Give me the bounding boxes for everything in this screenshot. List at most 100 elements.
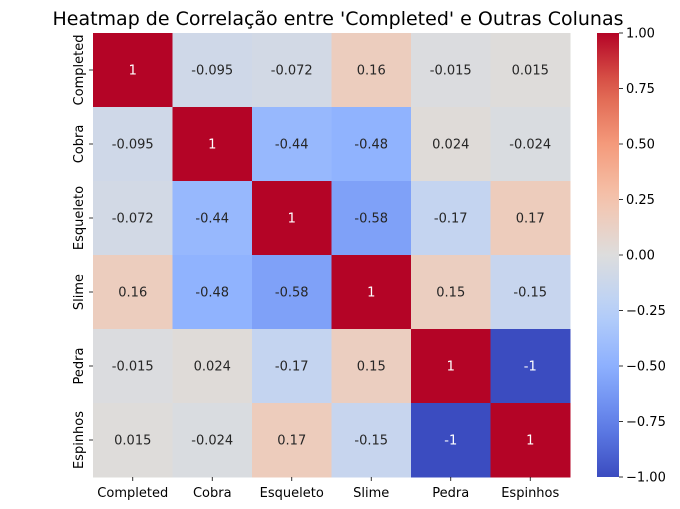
x-tick-label: Cobra (193, 486, 232, 501)
heatmap-cell (252, 181, 332, 256)
cell-annotation: -0.48 (354, 138, 388, 153)
heatmap-cell (490, 181, 571, 256)
cell-annotation: 0.15 (357, 360, 386, 375)
cell-annotation: -1 (524, 360, 537, 375)
heatmap-cell (93, 181, 173, 256)
cell-annotation: -0.17 (434, 212, 468, 227)
heatmap-cell (490, 255, 571, 330)
heatmap-cell (93, 255, 173, 330)
heatmap-cells: 1 -0.095 -0.072 0.16 -0.015 0.015 -0.095 1 -0.44… (93, 33, 571, 478)
colorbar-tick-label: −0.50 (626, 360, 666, 375)
colorbar-tick-label: −0.25 (626, 304, 666, 319)
cell-annotation: -0.024 (191, 434, 233, 449)
colorbar-tick-label: −0.75 (626, 415, 666, 430)
colorbar-tick-label: 0.00 (626, 249, 655, 264)
heatmap-cell (331, 107, 412, 182)
x-axis: Completed Cobra Esqueleto Slime Pedra Espinho… (97, 477, 560, 501)
colorbar-tick-label: 0.50 (626, 138, 655, 153)
cell-annotation: 0.17 (516, 212, 545, 227)
heatmap-cell (252, 403, 332, 478)
colorbar-tick-label: −1.00 (626, 471, 666, 486)
heatmap-cell (411, 329, 491, 404)
cell-annotation: -0.15 (354, 434, 388, 449)
cell-annotation: -0.17 (275, 360, 309, 375)
cell-annotation: 0.024 (432, 138, 469, 153)
cell-annotation: 1 (208, 138, 216, 153)
y-axis: Completed Cobra Esqueleto Slime Pedra Espinho… (72, 35, 93, 469)
cell-annotation: -0.48 (195, 286, 229, 301)
y-tick-label: Esqueleto (72, 186, 87, 250)
heatmap-cell (172, 107, 253, 182)
cell-annotation: -0.44 (195, 212, 229, 227)
cell-annotation: 1 (367, 286, 375, 301)
colorbar-ticks: 1.00 0.75 0.50 0.25 0.00 −0.25 −0.50 −0.75 −1.00 (619, 27, 666, 486)
heatmap-cell (93, 107, 173, 182)
heatmap-cell (252, 33, 332, 108)
x-tick-label: Esqueleto (260, 486, 324, 501)
heatmap-cell (252, 329, 332, 404)
cell-annotation: 0.024 (194, 360, 231, 375)
heatmap-cell (93, 33, 173, 108)
heatmap-cell (331, 33, 412, 108)
heatmap-cell (490, 403, 571, 478)
cell-annotation: 0.015 (114, 434, 151, 449)
cell-annotation: -0.024 (509, 138, 551, 153)
heatmap-cell (172, 33, 253, 108)
colorbar-tick-label: 1.00 (626, 27, 655, 42)
cell-annotation: -0.15 (513, 286, 547, 301)
y-tick-label: Completed (72, 35, 87, 106)
cell-annotation: -0.58 (275, 286, 309, 301)
cell-annotation: 0.16 (118, 286, 147, 301)
cell-annotation: -0.015 (430, 64, 472, 79)
heatmap-cell (490, 33, 571, 108)
heatmap-cell (411, 107, 491, 182)
heatmap-cell (172, 403, 253, 478)
heatmap-cell (411, 403, 491, 478)
y-tick-label: Espinhos (72, 411, 87, 469)
y-tick-label: Pedra (72, 348, 87, 385)
heatmap-cell (331, 329, 412, 404)
cell-annotation: 1 (129, 64, 137, 79)
x-tick-label: Pedra (432, 486, 469, 501)
heatmap-cell (331, 403, 412, 478)
heatmap-cell (93, 403, 173, 478)
colorbar-tick-label: 0.75 (626, 82, 655, 97)
cell-annotation: -0.095 (191, 64, 233, 79)
heatmap-cell (490, 107, 571, 182)
x-tick-label: Slime (353, 486, 389, 501)
heatmap-cell (252, 107, 332, 182)
chart-title: Heatmap de Correlação entre 'Completed' … (52, 8, 623, 30)
heatmap-cell (331, 181, 412, 256)
heatmap-cell (411, 255, 491, 330)
cell-annotation: 1 (288, 212, 296, 227)
heatmap-cell (252, 255, 332, 330)
colorbar-tick-label: 0.25 (626, 193, 655, 208)
cell-annotation: -0.072 (271, 64, 313, 79)
cell-annotation: 0.015 (512, 64, 549, 79)
heatmap-cell (331, 255, 412, 330)
cell-annotation: -0.44 (275, 138, 309, 153)
heatmap-cell (411, 181, 491, 256)
y-tick-label: Cobra (72, 125, 87, 164)
x-tick-label: Completed (97, 486, 168, 501)
heatmap-cell (172, 255, 253, 330)
cell-annotation: 0.16 (357, 64, 386, 79)
cell-annotation: -0.015 (112, 360, 154, 375)
cell-annotation: -1 (444, 434, 457, 449)
colorbar (597, 33, 619, 477)
cell-annotation: 1 (526, 434, 534, 449)
heatmap-cell (490, 329, 571, 404)
heatmap-cell (172, 181, 253, 256)
heatmap-cell (172, 329, 253, 404)
cell-annotation: 0.17 (277, 434, 306, 449)
y-tick-label: Slime (72, 274, 87, 310)
heatmap-cell (411, 33, 491, 108)
cell-annotation: -0.095 (112, 138, 154, 153)
cell-annotation: 1 (447, 360, 455, 375)
cell-annotation: 0.15 (436, 286, 465, 301)
x-tick-label: Espinhos (501, 486, 559, 501)
heatmap-cell (93, 329, 173, 404)
cell-annotation: -0.58 (354, 212, 388, 227)
cell-annotation: -0.072 (112, 212, 154, 227)
